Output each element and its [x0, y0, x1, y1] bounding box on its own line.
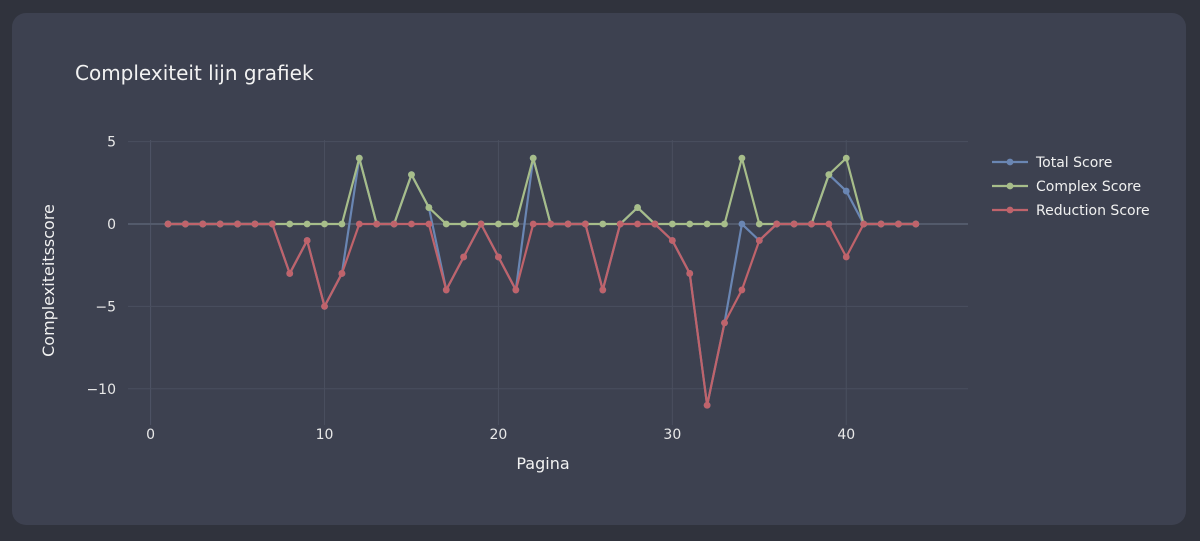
data-point[interactable]	[581, 220, 589, 228]
data-point[interactable]	[912, 220, 920, 228]
legend-item[interactable]: Total Score	[992, 155, 1112, 171]
data-point[interactable]	[842, 187, 850, 195]
x-tick-label: 20	[490, 427, 508, 443]
data-point[interactable]	[321, 220, 328, 228]
data-point[interactable]	[373, 220, 381, 228]
data-point[interactable]	[599, 286, 607, 294]
data-point[interactable]	[303, 237, 311, 244]
data-point[interactable]	[651, 220, 659, 228]
x-tick-label: 10	[316, 427, 334, 443]
data-point[interactable]	[616, 220, 624, 228]
data-point[interactable]	[442, 220, 450, 228]
x-tick-label: 30	[663, 427, 681, 443]
series	[164, 154, 920, 409]
data-point[interactable]	[512, 220, 520, 228]
legend-item[interactable]: Complex Score	[992, 179, 1141, 195]
legend-label: Total Score	[1035, 155, 1112, 171]
data-point[interactable]	[686, 270, 694, 277]
legend[interactable]: Total Score Complex Score Reduction Score	[992, 155, 1150, 219]
data-point[interactable]	[425, 220, 433, 228]
data-point[interactable]	[181, 220, 189, 228]
data-point[interactable]	[686, 220, 694, 228]
data-point[interactable]	[251, 220, 259, 228]
x-axis-title: Pagina	[516, 454, 569, 473]
data-point[interactable]	[390, 220, 398, 228]
y-axis-title: Complexiteitsscore	[39, 204, 58, 357]
data-point[interactable]	[529, 220, 537, 228]
data-point[interactable]	[442, 286, 450, 294]
data-point[interactable]	[512, 286, 520, 294]
legend-marker	[1006, 158, 1014, 166]
data-point[interactable]	[199, 220, 207, 228]
data-point[interactable]	[355, 220, 363, 228]
y-tick-label: −5	[95, 299, 116, 315]
data-point[interactable]	[268, 220, 276, 228]
y-tick-label: −10	[86, 382, 116, 398]
data-point[interactable]	[634, 204, 641, 211]
data-point[interactable]	[721, 319, 728, 327]
data-point[interactable]	[286, 270, 294, 277]
data-point[interactable]	[164, 220, 172, 228]
chart-card: Complexiteit lijn grafiek	[12, 13, 1186, 525]
legend-item[interactable]: Reduction Score	[992, 203, 1150, 219]
data-point[interactable]	[738, 220, 746, 228]
data-point[interactable]	[842, 253, 850, 261]
data-point[interactable]	[703, 401, 711, 409]
data-point[interactable]	[668, 220, 676, 228]
chart-title: Complexiteit lijn grafiek	[75, 61, 314, 85]
data-point[interactable]	[755, 220, 763, 228]
data-point[interactable]	[529, 154, 537, 162]
data-point[interactable]	[460, 253, 468, 261]
y-tick-label: 5	[107, 135, 116, 151]
legend-label: Complex Score	[1036, 179, 1141, 195]
data-point[interactable]	[425, 204, 433, 211]
data-point[interactable]	[460, 220, 468, 228]
data-point[interactable]	[495, 253, 502, 261]
legend-marker	[1006, 206, 1014, 214]
data-point[interactable]	[286, 220, 294, 228]
data-point[interactable]	[668, 237, 676, 244]
data-point[interactable]	[547, 220, 555, 228]
y-tick-label: 0	[107, 217, 116, 233]
grid	[128, 140, 968, 425]
data-point[interactable]	[738, 154, 746, 162]
data-point[interactable]	[477, 220, 485, 228]
data-point[interactable]	[738, 286, 746, 294]
data-point[interactable]	[338, 220, 346, 228]
data-point[interactable]	[321, 302, 328, 310]
data-point[interactable]	[842, 154, 850, 162]
legend-marker	[1006, 182, 1014, 190]
data-point[interactable]	[703, 220, 711, 228]
x-tick-label: 40	[837, 427, 855, 443]
data-point[interactable]	[808, 220, 815, 228]
data-point[interactable]	[216, 220, 224, 228]
data-point[interactable]	[338, 270, 346, 277]
data-point[interactable]	[755, 237, 763, 244]
series-line	[168, 222, 916, 407]
series-complex-score	[164, 154, 920, 228]
data-point[interactable]	[303, 220, 311, 228]
data-point[interactable]	[599, 220, 607, 228]
data-point[interactable]	[825, 220, 833, 228]
data-point[interactable]	[860, 220, 868, 228]
x-tick-label: 0	[146, 427, 155, 443]
data-point[interactable]	[721, 220, 728, 228]
data-point[interactable]	[408, 171, 415, 178]
series-line	[168, 157, 916, 226]
data-point[interactable]	[790, 220, 798, 228]
series-reduction-score	[164, 220, 920, 409]
legend-label: Reduction Score	[1036, 203, 1150, 219]
data-point[interactable]	[564, 220, 572, 228]
data-point[interactable]	[825, 171, 833, 178]
data-point[interactable]	[877, 220, 885, 228]
data-point[interactable]	[408, 220, 415, 228]
data-point[interactable]	[355, 154, 363, 162]
data-point[interactable]	[773, 220, 781, 228]
data-point[interactable]	[634, 220, 641, 228]
data-point[interactable]	[895, 220, 902, 228]
data-point[interactable]	[495, 220, 502, 228]
data-point[interactable]	[234, 220, 241, 228]
